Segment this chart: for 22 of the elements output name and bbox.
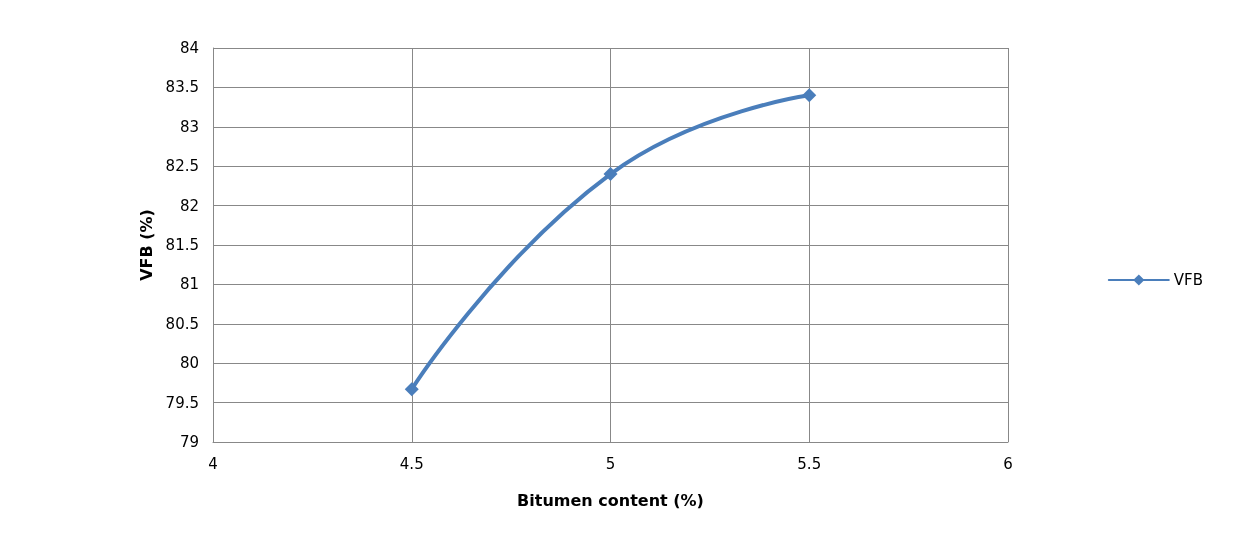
point xyxy=(802,88,817,103)
y-tick-label: 83 xyxy=(179,117,199,136)
y-tick-label: 80 xyxy=(179,354,199,373)
y-axis-title: VFB (%) xyxy=(137,209,157,281)
y-tick-label: 83.5 xyxy=(165,78,199,97)
x-tick-label: 4.5 xyxy=(399,454,424,473)
y-tick-label: 82.5 xyxy=(165,157,199,176)
y-tick-label: 79 xyxy=(179,433,199,451)
point xyxy=(603,167,618,182)
x-tick-label: 4 xyxy=(208,454,218,473)
point xyxy=(404,382,419,397)
legend-label: VFB xyxy=(1173,271,1204,289)
x-tick-label: 5.5 xyxy=(797,454,822,473)
x-axis-title: Bitumen content (%) xyxy=(517,490,704,510)
x-tick-label: 5 xyxy=(605,454,616,473)
y-tick-label: 80.5 xyxy=(165,314,199,333)
y-tick-label: 84 xyxy=(179,39,199,57)
y-tick-label: 82 xyxy=(179,196,199,215)
y-tick-label: 81.5 xyxy=(165,236,199,254)
y-tick-label: 81 xyxy=(179,275,199,294)
x-tick-label: 6 xyxy=(1003,454,1013,473)
y-tick-label: 79.5 xyxy=(165,393,199,412)
